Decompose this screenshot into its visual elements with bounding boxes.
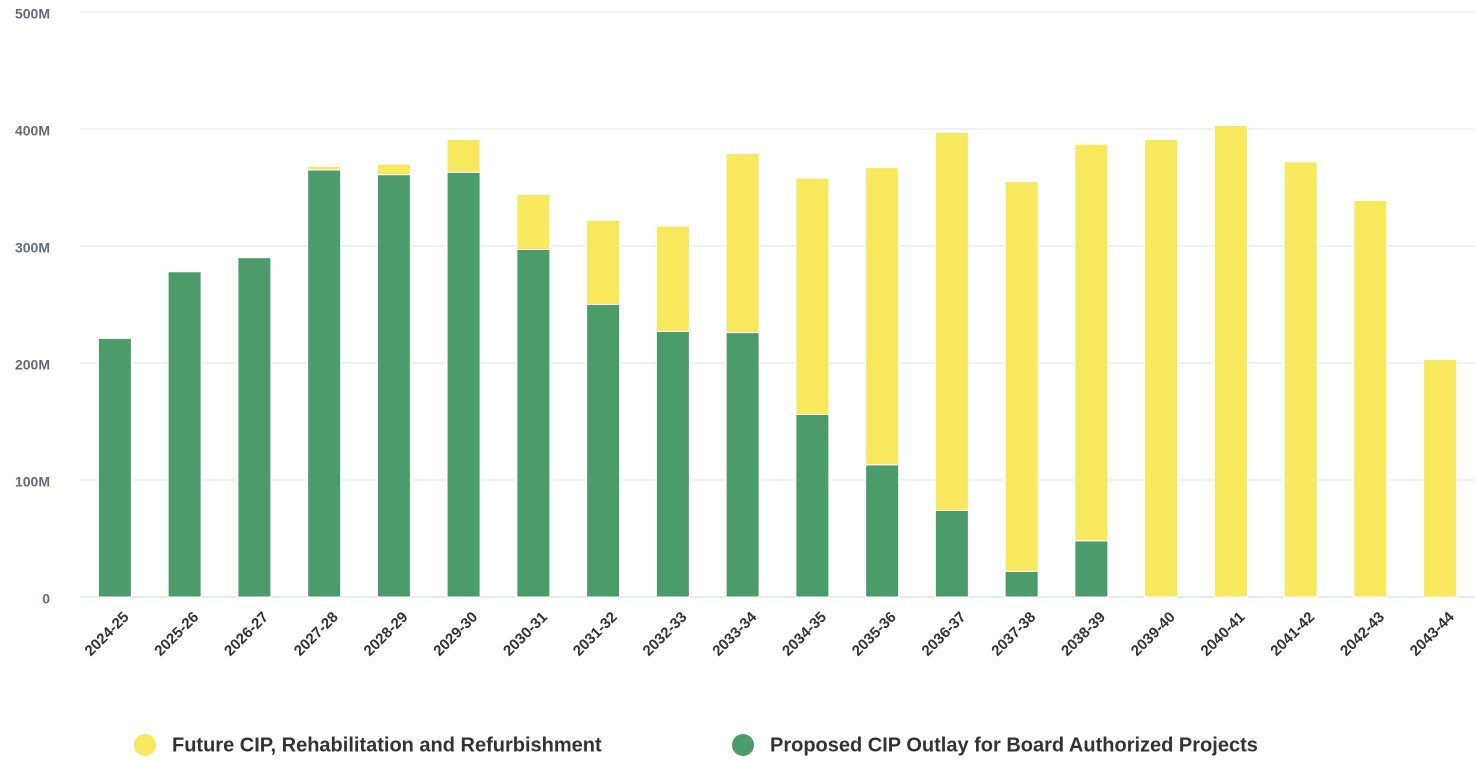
bar-segment: [795, 177, 830, 415]
bar-segment: [167, 271, 202, 598]
y-tick-label: 400M: [15, 123, 50, 139]
bar-segment: [586, 304, 621, 598]
x-tick-label: 2033-34: [709, 608, 760, 659]
bar-segment: [446, 139, 481, 173]
bar-segment: [307, 169, 342, 598]
x-tick-label: 2026-27: [221, 609, 272, 660]
bar-segment: [376, 174, 411, 598]
bar-segment: [97, 337, 132, 598]
legend-label: Future CIP, Rehabilitation and Refurbish…: [172, 734, 602, 756]
bar-segment: [1074, 143, 1109, 542]
x-tick-label: 2043-44: [1407, 608, 1458, 659]
bar-segment: [865, 167, 900, 466]
x-tick-label: 2030-31: [500, 609, 551, 660]
bar-segment: [1004, 570, 1039, 598]
x-tick-label: 2035-36: [849, 609, 900, 660]
bar-segment: [934, 132, 969, 511]
bar-segment: [516, 194, 551, 251]
bar-segment: [1004, 181, 1039, 572]
bar-segment: [1213, 124, 1248, 598]
x-tick-label: 2028-29: [361, 609, 412, 660]
bar-segment: [446, 171, 481, 598]
legend-marker: [134, 734, 156, 756]
bar-segment: [1353, 199, 1388, 598]
bar-segment: [655, 225, 690, 332]
bar-segment: [1074, 540, 1109, 598]
x-tick-label: 2038-39: [1058, 609, 1109, 660]
x-tick-label: 2034-35: [779, 609, 830, 660]
bar-segment: [237, 257, 272, 598]
bar-segment: [725, 332, 760, 598]
x-tick-label: 2042-43: [1337, 609, 1388, 660]
bar-segment: [376, 163, 411, 176]
x-tick-label: 2029-30: [430, 609, 481, 660]
bar-segment: [795, 413, 830, 598]
bar-segment: [655, 330, 690, 598]
y-tick-label: 100M: [15, 474, 50, 490]
y-tick-label: 0: [42, 591, 50, 607]
legend-marker: [732, 734, 754, 756]
bar-segment: [1144, 139, 1179, 598]
bar-segment: [865, 464, 900, 598]
x-tick-label: 2040-41: [1198, 609, 1249, 660]
y-tick-label: 500M: [15, 6, 50, 22]
x-tick-label: 2027-28: [291, 609, 342, 660]
x-tick-label: 2041-42: [1267, 609, 1318, 660]
x-tick-label: 2031-32: [570, 609, 621, 660]
bar-segment: [586, 219, 621, 305]
x-tick-label: 2025-26: [151, 609, 202, 660]
x-tick-label: 2024-25: [82, 609, 133, 660]
x-tick-label: 2036-37: [919, 609, 970, 660]
x-tick-label: 2032-33: [640, 609, 691, 660]
x-tick-label: 2037-38: [988, 609, 1039, 660]
bar-segment: [934, 509, 969, 598]
x-tick-label: 2039-40: [1128, 609, 1179, 660]
legend-label: Proposed CIP Outlay for Board Authorized…: [770, 734, 1258, 756]
bar-segment: [516, 249, 551, 598]
bar-segment: [725, 153, 760, 334]
y-tick-label: 200M: [15, 357, 50, 373]
y-tick-label: 300M: [15, 240, 50, 256]
bar-segment: [1423, 358, 1458, 598]
bar-segment: [307, 165, 342, 171]
bar-segment: [1283, 161, 1318, 598]
